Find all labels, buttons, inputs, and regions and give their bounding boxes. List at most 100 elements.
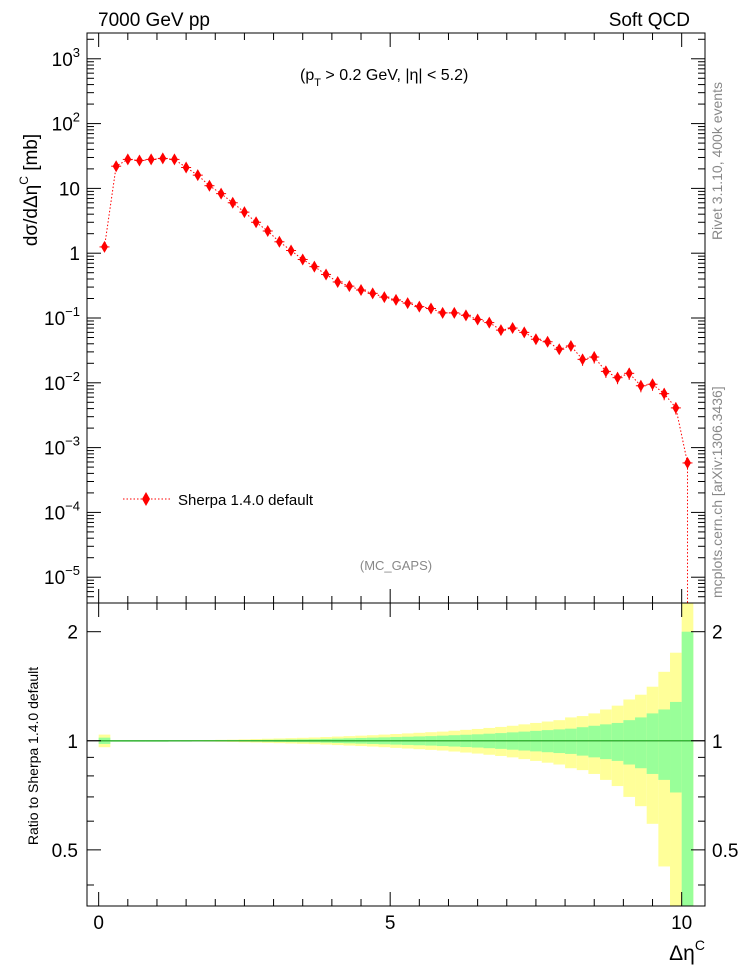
main-ylabel: dσ/dΔηC [mb]: [17, 134, 42, 246]
legend-label: Sherpa 1.4.0 default: [178, 492, 314, 509]
x-axis-label: ΔηC: [669, 937, 705, 965]
data-point: [509, 322, 517, 335]
data-point: [240, 206, 248, 219]
data-point: [485, 316, 493, 329]
data-point: [299, 253, 307, 266]
data-point: [450, 306, 458, 319]
data-point: [415, 300, 423, 313]
data-point: [322, 268, 330, 281]
x-axis-ticks: [98, 33, 683, 906]
data-point: [439, 306, 447, 319]
data-point: [275, 235, 283, 248]
data-point: [579, 353, 587, 366]
legend: Sherpa 1.4.0 default: [123, 492, 314, 509]
data-point: [170, 153, 178, 166]
rivet-label: Rivet 3.1.10, 400k events: [709, 82, 725, 240]
header-left: 7000 GeV pp: [98, 10, 210, 31]
data-point: [345, 280, 353, 293]
cut-label: (pT > 0.2 GeV, |η| < 5.2): [300, 67, 468, 89]
data-point: [497, 324, 505, 337]
ratio-panel: [86, 602, 706, 907]
main-ytick-label: 10−4: [44, 498, 80, 524]
analysis-tag: (MC_GAPS): [360, 558, 432, 573]
data-point: [205, 179, 213, 192]
data-point: [217, 187, 225, 200]
main-ytick-label: 1: [69, 244, 80, 265]
series-error-bars: [99, 157, 693, 470]
main-ytick-label: 10: [59, 179, 80, 200]
ratio-inner-bin: [658, 709, 671, 780]
data-point: [334, 275, 342, 288]
data-point: [229, 196, 237, 209]
ratio-inner-bin: [611, 722, 624, 761]
series-line-sherpa: [103, 157, 689, 603]
ratio-ytick-label-1-right: 1: [712, 732, 723, 753]
ratio-frame: [86, 602, 706, 907]
xtick-label-10: 10: [671, 913, 692, 934]
series-points-sherpa: [100, 152, 692, 469]
main-panel: [86, 32, 706, 604]
main-ytick-label: 10−3: [44, 434, 80, 460]
data-point: [264, 225, 272, 238]
data-point: [555, 343, 563, 356]
data-point: [590, 351, 598, 364]
ratio-inner-bin: [681, 631, 694, 906]
data-point: [159, 152, 167, 165]
data-point: [672, 401, 680, 414]
ratio-inner-bin: [600, 724, 612, 760]
data-point: [684, 456, 692, 469]
ratio-ytick-label-2-right: 2: [712, 623, 723, 644]
main-ytick-label: 103: [52, 45, 80, 71]
ratio-ytick-label-2-left: 2: [67, 623, 78, 644]
xtick-label-5: 5: [385, 913, 396, 934]
data-point: [357, 284, 365, 297]
data-point: [147, 153, 155, 166]
ratio-y-ticks: [87, 631, 705, 886]
ratio-ytick-label-0.5-left: 0.5: [52, 841, 78, 862]
ratio-ytick-label-0.5-right: 0.5: [712, 841, 738, 862]
data-point: [404, 297, 412, 310]
data-point: [567, 339, 575, 352]
main-ytick-label: 102: [52, 110, 80, 136]
data-point: [182, 161, 190, 174]
ratio-ytick-label-1-left: 1: [67, 732, 78, 753]
ratio-inner-bin: [623, 720, 636, 765]
ratio-inner-bin: [588, 725, 601, 758]
ratio-inner-bin: [635, 717, 647, 769]
main-ytick-label: 10−1: [44, 304, 80, 330]
data-point: [427, 302, 435, 315]
data-point: [637, 379, 645, 392]
main-ytick-label: 10−2: [44, 369, 80, 395]
data-point: [614, 371, 622, 384]
data-point: [369, 287, 377, 300]
data-point: [474, 313, 482, 326]
data-point: [602, 365, 610, 378]
data-point: [194, 169, 202, 182]
data-point: [660, 387, 668, 400]
data-point: [392, 293, 400, 306]
data-point: [544, 335, 552, 348]
data-point: [100, 240, 108, 253]
header-right: Soft QCD: [609, 10, 690, 31]
main-y-ticks: [87, 38, 705, 604]
data-point: [462, 309, 470, 322]
xtick-label-0: 0: [93, 913, 104, 934]
data-point: [520, 326, 528, 339]
ratio-inner-bin: [670, 701, 682, 793]
data-point: [287, 244, 295, 257]
data-point: [380, 291, 388, 304]
ratio-inner-bin: [646, 713, 659, 774]
ratio-ylabel: Ratio to Sherpa 1.4.0 default: [25, 667, 41, 845]
data-point: [252, 216, 260, 229]
mcplots-label: mcplots.cern.ch [arXiv:1306.3436]: [709, 386, 725, 598]
data-point: [532, 333, 540, 346]
main-frame: [86, 32, 706, 604]
data-point: [135, 154, 143, 167]
data-point: [649, 378, 657, 391]
data-point: [112, 160, 120, 173]
legend-marker: [142, 492, 150, 506]
data-point: [124, 153, 132, 166]
ratio-inner-bin: [565, 728, 577, 754]
main-ytick-label: 10−5: [44, 563, 80, 589]
